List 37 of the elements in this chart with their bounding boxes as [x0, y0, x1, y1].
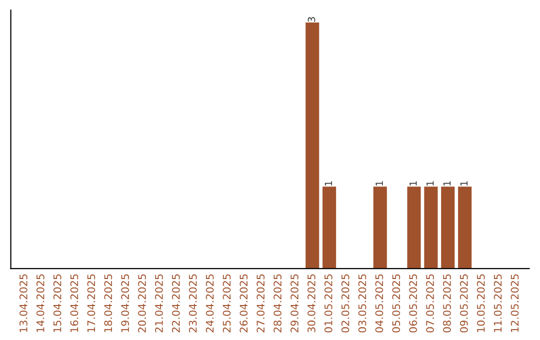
x-tick-label: 19.04.2025 [121, 274, 130, 332]
x-tick-label: 08.05.2025 [443, 274, 451, 332]
data-label: 1 [426, 181, 434, 186]
x-tick-label: 20.04.2025 [138, 274, 146, 332]
x-tick-label: 11.05.2025 [494, 274, 502, 332]
data-label: 1 [460, 181, 468, 186]
x-tick-label: 29.04.2025 [290, 274, 298, 332]
x-tick-label: 22.04.2025 [172, 274, 180, 332]
data-label: 1 [376, 181, 383, 186]
x-tick-label: 09.05.2025 [460, 274, 468, 332]
x-tick-label: 10.05.2025 [476, 274, 485, 332]
data-label: 1 [410, 181, 417, 186]
x-tick-label: 04.05.2025 [375, 274, 384, 332]
x-tick-label: 23.04.2025 [188, 274, 197, 332]
x-tick-label: 24.04.2025 [206, 274, 214, 332]
x-tick-label: 25.04.2025 [222, 274, 231, 332]
x-tick-label: 03.05.2025 [358, 274, 366, 332]
x-tick-label: 06.05.2025 [409, 274, 418, 332]
x-tick-label: 12.05.2025 [510, 274, 519, 332]
data-label: 3 [308, 17, 316, 22]
x-tick-label: 21.04.2025 [155, 274, 163, 332]
x-tick-label: 01.05.2025 [324, 274, 332, 332]
x-tick-label: 13.04.2025 [19, 274, 28, 332]
x-tick-label: 27.04.2025 [256, 274, 265, 332]
x-tick-label: 05.05.2025 [392, 274, 400, 332]
x-tick-label: 07.05.2025 [426, 274, 434, 332]
x-tick-label: 26.04.2025 [240, 274, 248, 332]
x-tick-label: 18.04.2025 [104, 274, 112, 332]
x-tick-label: 28.04.2025 [274, 274, 282, 332]
data-label: 1 [443, 181, 451, 186]
x-tick-label: 02.05.2025 [341, 274, 350, 332]
x-tick-label: 14.04.2025 [36, 274, 44, 332]
x-tick-label: 17.04.2025 [87, 274, 96, 332]
x-tick-label: 30.04.2025 [307, 274, 316, 332]
x-tick-label: 16.04.2025 [70, 274, 78, 332]
data-label: 1 [324, 181, 332, 186]
x-tick-label: 15.04.2025 [53, 274, 62, 332]
